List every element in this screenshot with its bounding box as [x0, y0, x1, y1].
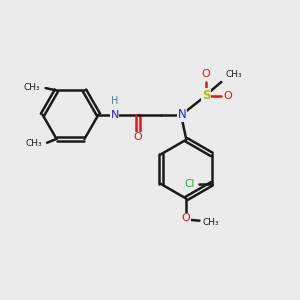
Text: CH₃: CH₃	[25, 139, 42, 148]
Text: O: O	[133, 132, 142, 142]
Text: Cl: Cl	[184, 179, 194, 189]
Text: H: H	[111, 96, 118, 106]
Text: CH₃: CH₃	[24, 83, 40, 92]
Text: O: O	[223, 91, 232, 100]
Text: N: N	[110, 110, 119, 120]
Text: N: N	[177, 108, 186, 121]
Text: O: O	[202, 69, 210, 79]
Text: CH₃: CH₃	[202, 218, 219, 226]
Text: CH₃: CH₃	[225, 70, 242, 79]
Text: O: O	[182, 213, 190, 223]
Text: S: S	[202, 89, 210, 102]
